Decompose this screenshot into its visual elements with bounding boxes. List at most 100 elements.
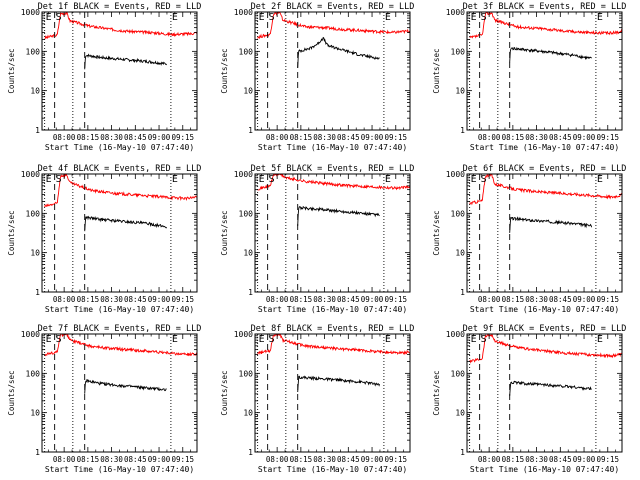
series-events-line <box>297 205 380 227</box>
x-tick-label: 08:45 <box>124 295 147 304</box>
x-tick-label: 08:30 <box>313 455 336 464</box>
y-axis-label: Counts/sec <box>220 370 229 415</box>
y-tick-label: 1000 <box>446 8 465 17</box>
series-lld-line <box>469 174 622 206</box>
y-tick-label: 1 <box>460 126 465 135</box>
marker-label-e: E <box>46 334 52 345</box>
x-tick-label: 08:00 <box>53 455 76 464</box>
x-tick-label: 08:30 <box>100 133 123 142</box>
series-lld-line <box>257 12 410 40</box>
x-tick-label: 09:15 <box>384 455 407 464</box>
marker-label-e: E <box>597 174 603 185</box>
x-tick-label: 09:15 <box>171 295 194 304</box>
y-axis-label: Counts/sec <box>432 370 441 415</box>
y-axis-label: Counts/sec <box>432 48 441 93</box>
y-tick-label: 100 <box>239 47 254 56</box>
y-tick-label: 1000 <box>21 170 40 179</box>
y-axis-label: Counts/sec <box>7 48 16 93</box>
x-tick-label: 08:00 <box>53 133 76 142</box>
x-tick-label: 09:00 <box>148 133 171 142</box>
y-tick-label: 100 <box>26 209 41 218</box>
x-tick-label: 08:15 <box>77 295 100 304</box>
plot-frame <box>41 333 198 453</box>
y-tick-label: 100 <box>239 369 254 378</box>
marker-label-s: S <box>269 174 275 185</box>
x-tick-label: 08:30 <box>100 295 123 304</box>
panel-title: Det 9f BLACK = Events, RED = LLD <box>463 324 627 334</box>
y-tick-label: 100 <box>239 209 254 218</box>
marker-label-e: E <box>385 334 391 345</box>
marker-label-s: S <box>481 174 487 185</box>
series-lld-line <box>469 334 622 364</box>
x-tick-label: 08:00 <box>478 455 501 464</box>
y-tick-label: 100 <box>451 47 466 56</box>
x-tick-label: 08:30 <box>525 455 548 464</box>
marker-label-e: E <box>471 334 477 345</box>
x-tick-label: 08:15 <box>290 455 313 464</box>
plot-frame <box>466 11 623 131</box>
x-tick-label: 09:15 <box>384 133 407 142</box>
y-tick-label: 100 <box>26 47 41 56</box>
series-lld-line <box>257 174 410 191</box>
marker-label-e: E <box>597 334 603 345</box>
plot-frame <box>254 173 411 293</box>
marker-label-e: E <box>172 12 178 23</box>
x-tick-label: 08:45 <box>549 133 572 142</box>
x-tick-label: 09:15 <box>596 133 619 142</box>
x-tick-label: 08:30 <box>313 133 336 142</box>
x-tick-label: 08:15 <box>77 455 100 464</box>
x-tick-label: 09:00 <box>361 133 384 142</box>
marker-label-s: S <box>56 12 62 23</box>
marker-label-s: S <box>481 334 487 345</box>
y-axis-label: Counts/sec <box>220 48 229 93</box>
panel-title: Det 7f BLACK = Events, RED = LLD <box>38 324 202 334</box>
x-axis-label: Start Time (16-May-10 07:47:40) <box>470 305 619 314</box>
x-tick-label: 08:45 <box>337 133 360 142</box>
y-tick-label: 10 <box>455 87 465 96</box>
x-axis-label: Start Time (16-May-10 07:47:40) <box>258 305 407 314</box>
y-tick-label: 1 <box>460 288 465 297</box>
y-tick-label: 10 <box>30 249 40 258</box>
series-events-line <box>84 53 167 70</box>
marker-label-e: E <box>385 12 391 23</box>
x-axis-label: Start Time (16-May-10 07:47:40) <box>470 143 619 152</box>
panel-title: Det 6f BLACK = Events, RED = LLD <box>463 164 627 174</box>
series-lld-line <box>44 174 197 208</box>
x-tick-label: 08:30 <box>100 455 123 464</box>
marker-label-e: E <box>172 334 178 345</box>
y-tick-label: 1000 <box>446 330 465 339</box>
y-tick-label: 1000 <box>446 170 465 179</box>
y-tick-label: 10 <box>30 409 40 418</box>
y-axis-label: Counts/sec <box>7 370 16 415</box>
x-tick-label: 08:15 <box>77 133 100 142</box>
marker-label-e: E <box>259 174 265 185</box>
panel-title: Det 8f BLACK = Events, RED = LLD <box>251 324 415 334</box>
x-axis-label: Start Time (16-May-10 07:47:40) <box>45 465 194 474</box>
y-tick-label: 10 <box>30 87 40 96</box>
x-tick-label: 08:00 <box>266 455 289 464</box>
x-tick-label: 09:00 <box>148 455 171 464</box>
series-lld-line <box>257 334 410 356</box>
x-tick-label: 08:15 <box>290 295 313 304</box>
y-tick-label: 1 <box>35 448 40 457</box>
series-events-line <box>84 379 167 394</box>
marker-label-e: E <box>259 334 265 345</box>
x-tick-label: 08:00 <box>478 295 501 304</box>
x-tick-label: 08:30 <box>525 295 548 304</box>
x-tick-label: 08:15 <box>502 455 525 464</box>
plot-frame <box>41 173 198 293</box>
plot-frame <box>254 11 411 131</box>
y-tick-label: 1 <box>460 448 465 457</box>
y-tick-label: 1 <box>248 448 253 457</box>
marker-label-e: E <box>172 174 178 185</box>
x-tick-label: 08:15 <box>502 133 525 142</box>
x-axis-label: Start Time (16-May-10 07:47:40) <box>470 465 619 474</box>
y-axis-label: Counts/sec <box>220 210 229 255</box>
x-tick-label: 09:15 <box>596 295 619 304</box>
x-axis-label: Start Time (16-May-10 07:47:40) <box>45 305 194 314</box>
marker-label-e: E <box>471 12 477 23</box>
